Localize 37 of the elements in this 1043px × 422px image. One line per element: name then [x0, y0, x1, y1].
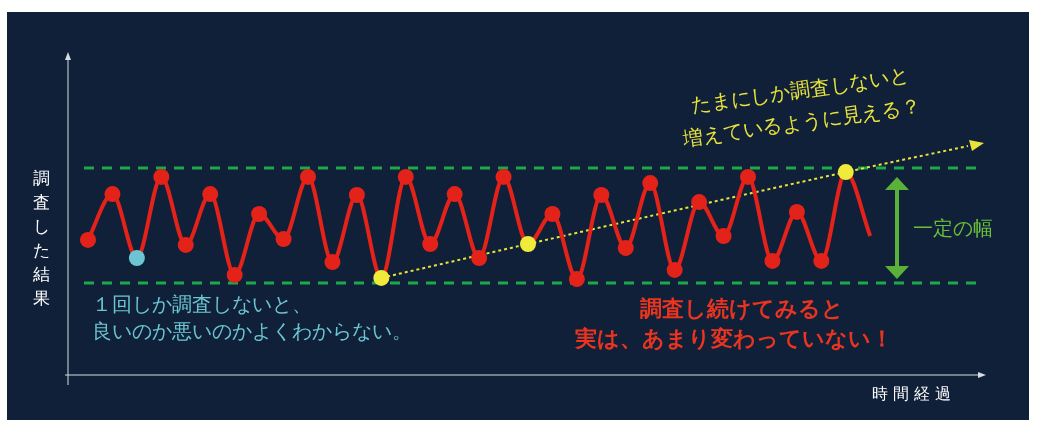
point	[593, 187, 610, 204]
point	[740, 168, 756, 185]
point	[617, 239, 634, 256]
point	[715, 228, 732, 244]
point	[471, 249, 488, 266]
point	[324, 254, 341, 271]
point	[837, 164, 854, 181]
point	[300, 168, 316, 185]
annotation: 実は、あまり変わっていない！	[575, 326, 893, 353]
point	[202, 186, 219, 203]
point	[642, 175, 659, 192]
point	[128, 249, 145, 266]
annotation: １回しか調査しないと、	[92, 292, 312, 316]
annotation: 一定の幅	[913, 216, 993, 240]
y-axis-title: 調査した結果	[33, 167, 51, 310]
point	[666, 261, 683, 278]
point	[80, 231, 96, 248]
point	[764, 252, 781, 269]
point	[226, 266, 243, 283]
point	[422, 236, 439, 253]
point	[788, 203, 805, 220]
point	[397, 168, 414, 185]
x-axis-title: 時間経過	[872, 384, 956, 404]
point	[177, 236, 194, 253]
point	[251, 206, 268, 223]
point	[495, 168, 512, 185]
annotation: 良いのか悪いのかよくわからない。	[92, 319, 412, 343]
point	[813, 252, 830, 269]
point	[544, 206, 561, 223]
point	[446, 186, 463, 203]
point	[568, 271, 585, 288]
point	[275, 230, 292, 247]
annotation: 調査し続けてみると	[640, 296, 844, 323]
point	[104, 186, 121, 203]
point	[691, 194, 708, 211]
point	[153, 168, 170, 185]
point	[348, 187, 365, 204]
